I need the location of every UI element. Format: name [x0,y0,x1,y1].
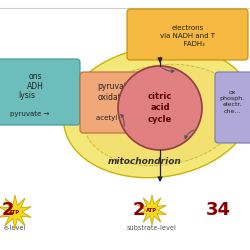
Text: lysis: lysis [18,90,35,100]
Text: substrate-level: substrate-level [127,225,177,231]
Ellipse shape [84,64,240,166]
Text: ATP: ATP [146,208,158,212]
Text: mitochondrion: mitochondrion [108,158,182,166]
Text: 2: 2 [133,201,145,219]
FancyBboxPatch shape [0,59,80,125]
FancyBboxPatch shape [215,72,250,143]
Polygon shape [0,195,31,229]
Text: e-level: e-level [4,225,26,231]
FancyBboxPatch shape [80,72,151,133]
Text: ATP: ATP [10,210,20,214]
Text: ons
ADH: ons ADH [26,72,44,92]
Ellipse shape [64,46,250,178]
Text: pyruvate
oxidation: pyruvate oxidation [97,82,133,102]
Circle shape [118,66,202,150]
Text: pyruvate →: pyruvate → [10,111,50,117]
Polygon shape [138,195,166,225]
Text: 34: 34 [206,201,231,219]
Text: 2: 2 [2,201,14,219]
Text: electrons
via NADH and T
      FADH₂: electrons via NADH and T FADH₂ [160,25,216,47]
Text: citric
acid
cycle: citric acid cycle [148,92,172,124]
Text: acetyl CoA: acetyl CoA [96,115,134,121]
Text: ox
phosph.
electr.
che...: ox phosph. electr. che... [220,90,244,114]
FancyBboxPatch shape [127,9,248,60]
